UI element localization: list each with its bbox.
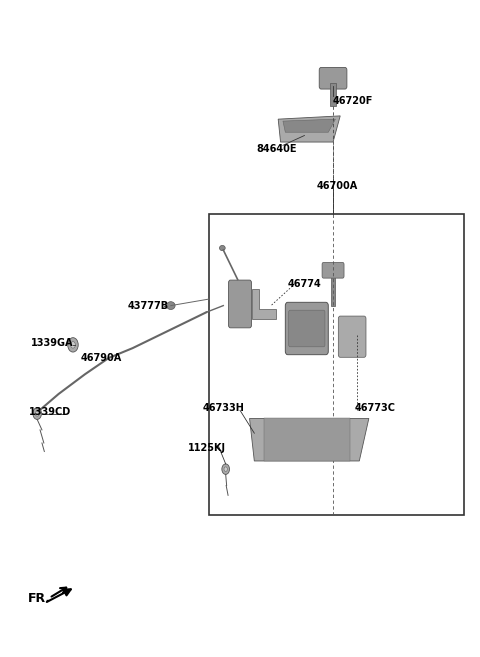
Text: 46774: 46774 — [288, 279, 322, 289]
Polygon shape — [283, 119, 336, 132]
Text: FR.: FR. — [28, 591, 51, 604]
FancyBboxPatch shape — [288, 310, 325, 347]
Text: 1339GA: 1339GA — [31, 338, 73, 348]
Text: 46700A: 46700A — [316, 181, 358, 191]
Ellipse shape — [71, 342, 75, 348]
FancyBboxPatch shape — [228, 280, 252, 328]
Ellipse shape — [274, 432, 283, 448]
Text: 1339CD: 1339CD — [29, 407, 72, 417]
Ellipse shape — [33, 407, 41, 419]
Ellipse shape — [222, 464, 229, 474]
Text: 46733H: 46733H — [203, 403, 245, 413]
Ellipse shape — [35, 411, 39, 416]
Text: 1125KJ: 1125KJ — [188, 443, 226, 453]
Polygon shape — [252, 289, 276, 319]
FancyBboxPatch shape — [285, 302, 328, 355]
Ellipse shape — [68, 338, 78, 352]
Bar — [209, 214, 464, 515]
Text: 46773C: 46773C — [355, 403, 396, 413]
Ellipse shape — [219, 246, 225, 251]
FancyBboxPatch shape — [322, 262, 344, 278]
Text: 43777B: 43777B — [128, 301, 169, 311]
Bar — [264, 419, 350, 461]
Ellipse shape — [331, 432, 340, 448]
Bar — [331, 273, 336, 306]
Bar — [330, 83, 336, 106]
Text: 84640E: 84640E — [257, 144, 297, 154]
Text: 46720F: 46720F — [333, 96, 373, 106]
FancyBboxPatch shape — [338, 316, 366, 357]
Text: 46790A: 46790A — [80, 353, 121, 363]
Ellipse shape — [224, 467, 228, 472]
Polygon shape — [278, 116, 340, 142]
Ellipse shape — [167, 302, 175, 309]
FancyBboxPatch shape — [319, 68, 347, 89]
Polygon shape — [250, 419, 369, 461]
